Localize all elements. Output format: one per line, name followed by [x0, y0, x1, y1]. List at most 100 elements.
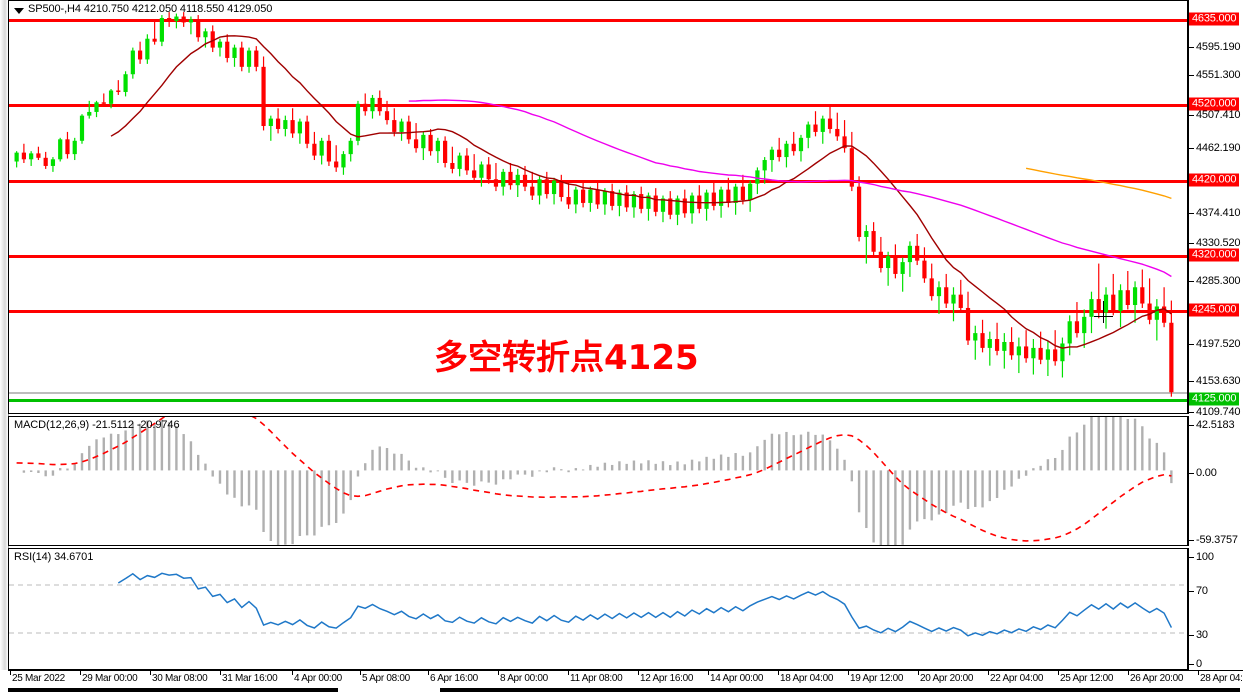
candle-body: [646, 195, 651, 209]
price-level-tag[interactable]: 4320.000: [1189, 248, 1240, 262]
candle-body: [1009, 341, 1014, 356]
moving-average-line-2: [1025, 167, 1172, 200]
axis-tick: [1189, 425, 1194, 426]
candle-body: [878, 251, 883, 269]
candle-body: [181, 16, 186, 23]
candle-body: [718, 189, 724, 206]
candle-body: [167, 18, 172, 21]
scrollbar-thumb-right[interactable]: [440, 688, 1240, 692]
candle-body: [326, 140, 332, 162]
axis-tick: [1189, 243, 1194, 244]
time-tick-label: 30 Mar 08:00: [152, 673, 208, 684]
candle-body: [428, 134, 433, 152]
candle-body: [370, 97, 375, 112]
candle-body: [174, 16, 179, 21]
candle-body: [239, 47, 244, 67]
candle-body: [551, 180, 557, 195]
time-tick: [1128, 671, 1129, 675]
candle-body: [1169, 322, 1174, 393]
candle-body: [1038, 347, 1043, 360]
scrollbar-thumb-left[interactable]: [8, 688, 338, 692]
time-tick: [80, 671, 81, 675]
axis-tick-label: 70: [1196, 585, 1208, 597]
candle-body: [1162, 306, 1167, 323]
axis-tick-label: 4374.410: [1196, 207, 1241, 219]
candle-body: [907, 245, 913, 263]
candle-body: [413, 139, 419, 149]
axis-tick: [1189, 344, 1194, 345]
candle-body: [893, 256, 898, 274]
candle-body: [137, 50, 143, 60]
candle-body: [261, 66, 266, 127]
rsi-pane[interactable]: [8, 548, 1188, 670]
price-pane[interactable]: [8, 0, 1188, 414]
time-tick: [778, 671, 779, 675]
candle-body: [929, 278, 934, 297]
candle-body: [87, 111, 92, 116]
macd-pane[interactable]: [8, 416, 1188, 546]
candle-body: [65, 139, 70, 155]
time-tick-label: 26 Apr 20:00: [1130, 673, 1184, 684]
macd-header: MACD(12,26,9) -21.5112 -20.9746: [14, 419, 180, 431]
candle-body: [493, 179, 499, 187]
candle-body: [704, 192, 709, 209]
candle-body: [196, 19, 201, 38]
time-tick-label: 12 Apr 16:00: [640, 673, 694, 684]
price-axis[interactable]: 4595.190 4551.300 4507.410 4462.190 4374.410…: [1188, 0, 1243, 418]
candle-body: [617, 192, 622, 206]
price-level-tag[interactable]: 4520.000: [1189, 97, 1240, 111]
candle-body: [29, 153, 34, 160]
candle-body: [1118, 290, 1123, 311]
time-tick: [918, 671, 919, 675]
candle-body: [384, 111, 390, 121]
candle-body: [886, 256, 891, 269]
candle-body: [871, 231, 876, 252]
rsi-axis[interactable]: 100 70 30 0: [1188, 548, 1243, 670]
candle-body: [94, 102, 99, 112]
candle-body: [21, 152, 26, 160]
candle-body: [36, 153, 41, 158]
candle-body: [443, 140, 448, 163]
candle-body: [864, 231, 869, 237]
candle-body: [501, 171, 506, 187]
time-tick-label: 25 Mar 2022: [12, 673, 65, 684]
candle-body: [806, 124, 811, 138]
time-tick-label: 11 Apr 08:00: [570, 673, 623, 684]
macd-axis[interactable]: 42.5183 0.00 -59.3757: [1188, 416, 1243, 546]
time-tick: [150, 671, 151, 675]
macd-histogram: [22, 417, 1173, 545]
candle-body: [297, 121, 302, 134]
candle-body: [588, 189, 593, 203]
candle-body: [922, 260, 927, 279]
price-level-tag[interactable]: 4420.000: [1189, 173, 1240, 187]
candle-body: [1060, 343, 1065, 362]
candle-body: [856, 186, 862, 237]
axis-tick: [1189, 591, 1194, 592]
axis-tick: [1189, 557, 1194, 558]
horizontal-scrollbar[interactable]: [0, 688, 1243, 693]
time-tick-label: 25 Apr 12:00: [1060, 673, 1114, 684]
candle-body: [450, 162, 455, 169]
candle-body: [980, 333, 985, 348]
axis-tick: [1189, 412, 1194, 413]
candle-body: [965, 307, 971, 341]
candle-body: [987, 339, 992, 348]
macd-signal-line: [16, 417, 1172, 542]
axis-tick: [1189, 47, 1194, 48]
time-tick-label: 22 Apr 04:00: [990, 673, 1044, 684]
price-level-line: [9, 399, 1187, 402]
candle-body: [341, 154, 346, 168]
time-axis[interactable]: 25 Mar 2022 29 Mar 00:00 30 Mar 08:00 31 Ma…: [8, 670, 1243, 689]
price-level-tag[interactable]: 4635.000: [1189, 12, 1240, 26]
candle-body: [813, 124, 818, 132]
candle-body: [624, 192, 629, 208]
symbol-header: SP500-,H4 4210.750 4212.050 4118.550 412…: [28, 3, 273, 15]
price-level-tag[interactable]: 4125.000: [1189, 392, 1240, 406]
candle-body: [849, 148, 854, 187]
caret-down-icon[interactable]: [14, 8, 24, 14]
candle-body: [595, 189, 600, 205]
candle-body: [1074, 321, 1080, 334]
price-level-tag[interactable]: 4245.000: [1189, 303, 1240, 317]
candle-body: [1053, 349, 1058, 362]
candle-body: [1147, 303, 1152, 320]
